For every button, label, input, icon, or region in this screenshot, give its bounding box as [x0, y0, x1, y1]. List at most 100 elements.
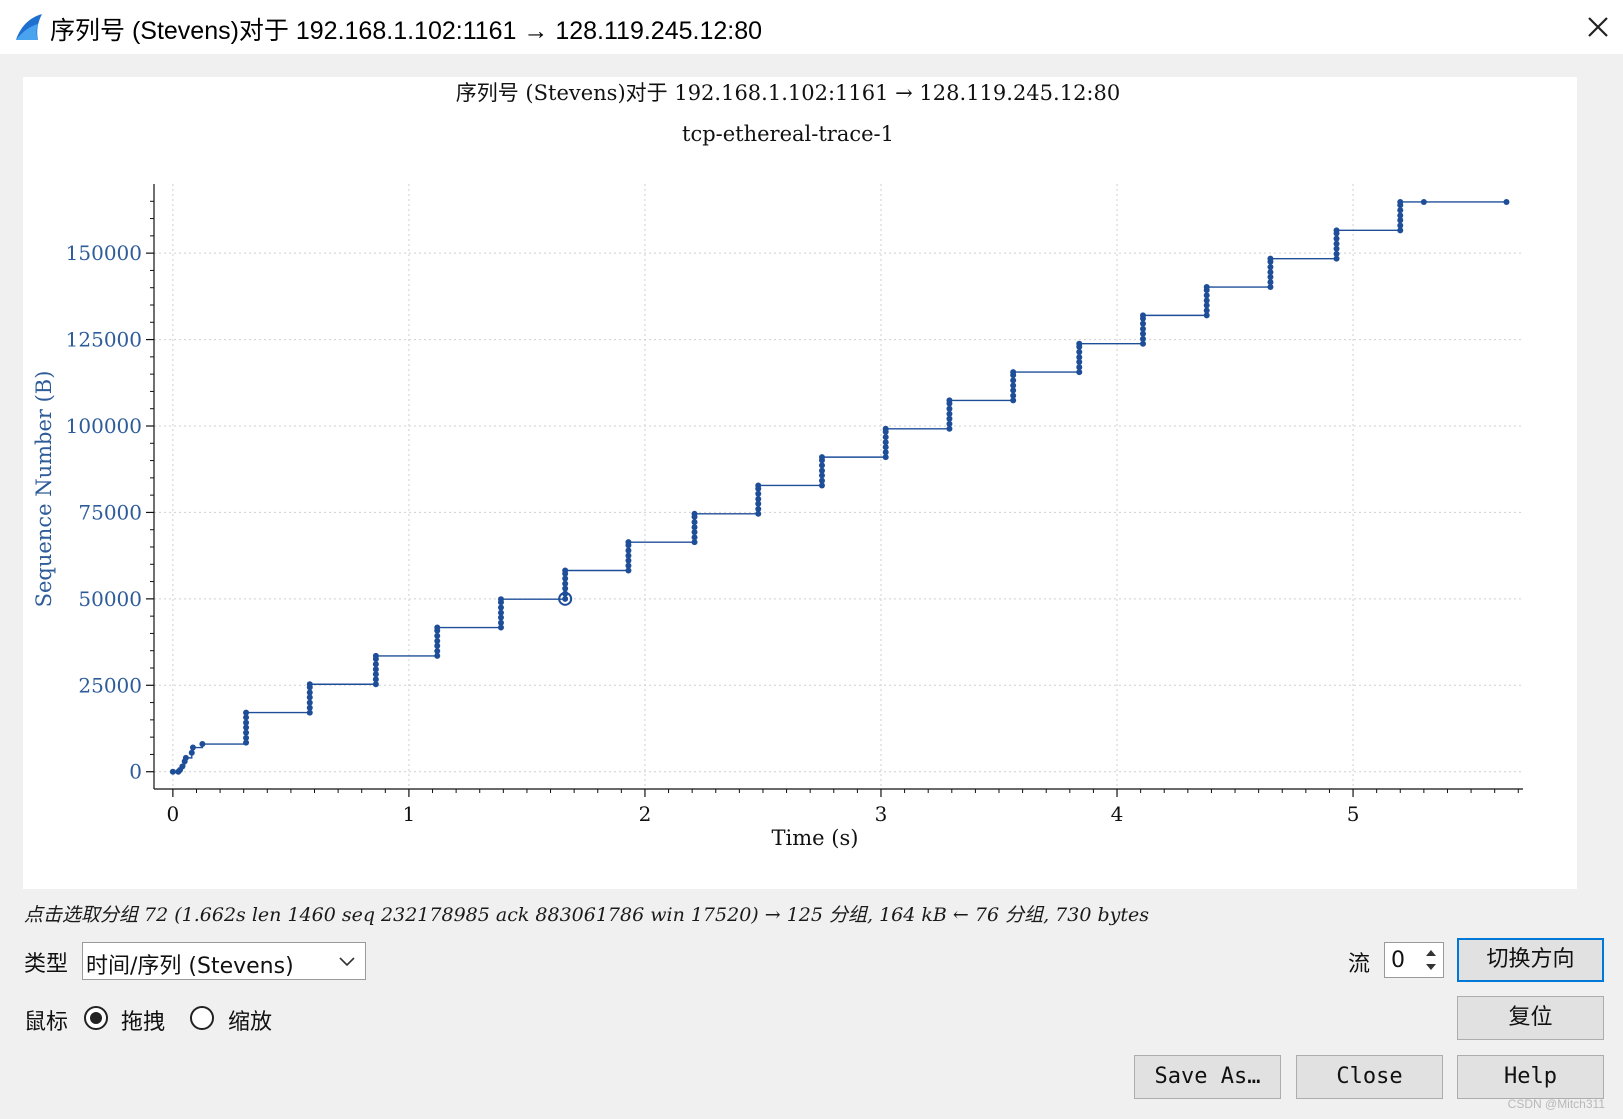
segment-point: [755, 490, 762, 497]
segment-point: [243, 724, 250, 731]
segment-point: [1503, 198, 1510, 205]
segment-point: [434, 624, 441, 631]
segment-point: [306, 704, 313, 711]
wireshark-fin-icon: [16, 14, 42, 40]
segment-point: [1333, 240, 1340, 247]
segment-point: [497, 619, 504, 626]
segment-point: [372, 681, 379, 688]
segment-point: [434, 638, 441, 645]
segment-point: [882, 425, 889, 432]
y-tick-label: 25000: [78, 673, 142, 697]
switch-direction-button[interactable]: 切换方向: [1457, 938, 1604, 982]
segment-point: [182, 754, 189, 761]
segment-point: [1010, 397, 1017, 404]
segment-point: [818, 477, 825, 484]
segment-point: [1139, 330, 1146, 337]
segment-point: [625, 557, 632, 564]
segment-point: [1076, 369, 1083, 376]
segment-point: [691, 510, 698, 517]
y-tick-label: 0: [129, 760, 142, 784]
grid: [154, 184, 1523, 789]
segment-point: [755, 495, 762, 502]
sequence-chart[interactable]: 序列号 (Stevens)对于 192.168.1.102:1161 → 128…: [23, 77, 1577, 889]
segment-point: [306, 694, 313, 701]
segment-point: [562, 595, 569, 602]
segment-point: [1076, 340, 1083, 347]
drag-radio[interactable]: [84, 1006, 108, 1030]
status-hint: 点击选取分组 72 (1.662s len 1460 seq 232178985…: [24, 904, 1149, 926]
segment-point: [1267, 279, 1274, 286]
segment-point: [818, 454, 825, 461]
segment-point: [1203, 297, 1210, 304]
save-as-button[interactable]: Save As…: [1134, 1055, 1281, 1099]
segment-point: [625, 547, 632, 554]
segment-point: [1397, 198, 1404, 205]
segment-point: [882, 434, 889, 441]
close-icon[interactable]: [1583, 12, 1613, 42]
segment-point: [1267, 263, 1274, 270]
x-tick-label: 1: [403, 802, 416, 826]
segment-point: [243, 729, 250, 736]
drag-label: 拖拽: [121, 1010, 166, 1035]
watermark: CSDN @Mitch311: [1507, 1097, 1605, 1111]
zoom-radio[interactable]: [190, 1006, 214, 1030]
plot-panel[interactable]: 序列号 (Stevens)对于 192.168.1.102:1161 → 128…: [23, 77, 1577, 889]
segment-point: [625, 562, 632, 569]
segment-point: [562, 580, 569, 587]
segment-point: [1139, 335, 1146, 342]
segment-point: [306, 699, 313, 706]
segment-point: [691, 534, 698, 541]
segment-point: [562, 585, 569, 592]
segment-point: [169, 768, 176, 775]
y-tick-label: 75000: [78, 500, 142, 524]
segment-point: [1397, 212, 1404, 219]
segment-point: [625, 539, 632, 546]
x-tick-label: 0: [167, 802, 180, 826]
segment-point: [691, 539, 698, 546]
segment-point: [1267, 269, 1274, 276]
segment-point: [1203, 292, 1210, 299]
y-tick-label: 100000: [66, 414, 142, 438]
stream-spinbox[interactable]: 0: [1384, 942, 1444, 978]
series[interactable]: [169, 198, 1510, 775]
segment-point: [1333, 250, 1340, 257]
segment-point: [372, 671, 379, 678]
help-button[interactable]: Help: [1457, 1055, 1604, 1099]
y-axis-label: Sequence Number (B): [32, 371, 56, 608]
mouse-label: 鼠标: [24, 1010, 69, 1035]
segment-point: [1420, 198, 1427, 205]
segment-point: [946, 410, 953, 417]
spin-arrows-icon[interactable]: [1421, 945, 1441, 975]
close-button[interactable]: Close: [1296, 1055, 1443, 1099]
segment-point: [562, 567, 569, 574]
segment-point: [1333, 255, 1340, 262]
segment-point: [1139, 320, 1146, 327]
segment-point: [882, 454, 889, 461]
x-tick-label: 4: [1111, 802, 1124, 826]
segment-point: [243, 739, 250, 746]
segment-point: [818, 462, 825, 469]
segment-point: [946, 405, 953, 412]
segment-point: [755, 500, 762, 507]
segment-point: [1010, 387, 1017, 394]
segment-point: [199, 741, 206, 748]
x-tick-label: 2: [639, 802, 652, 826]
segment-point: [755, 505, 762, 512]
segment-point: [882, 449, 889, 456]
reset-button[interactable]: 复位: [1457, 996, 1604, 1040]
segment-point: [497, 596, 504, 603]
stream-label: 流: [1348, 952, 1371, 977]
segment-point: [1333, 227, 1340, 234]
selected-packet-marker: [558, 591, 573, 606]
chart-title: 序列号 (Stevens)对于 192.168.1.102:1161 → 128…: [456, 81, 1120, 105]
y-tick-label: 50000: [78, 587, 142, 611]
segment-point: [434, 632, 441, 639]
graph-type-select[interactable]: 时间/序列 (Stevens): [82, 942, 366, 980]
sequence-step-line: [172, 201, 1507, 773]
segment-point: [1267, 273, 1274, 280]
segment-point: [1139, 340, 1146, 347]
segment-point: [946, 415, 953, 422]
segment-point: [243, 719, 250, 726]
segment-point: [1267, 255, 1274, 262]
segment-point: [434, 642, 441, 649]
